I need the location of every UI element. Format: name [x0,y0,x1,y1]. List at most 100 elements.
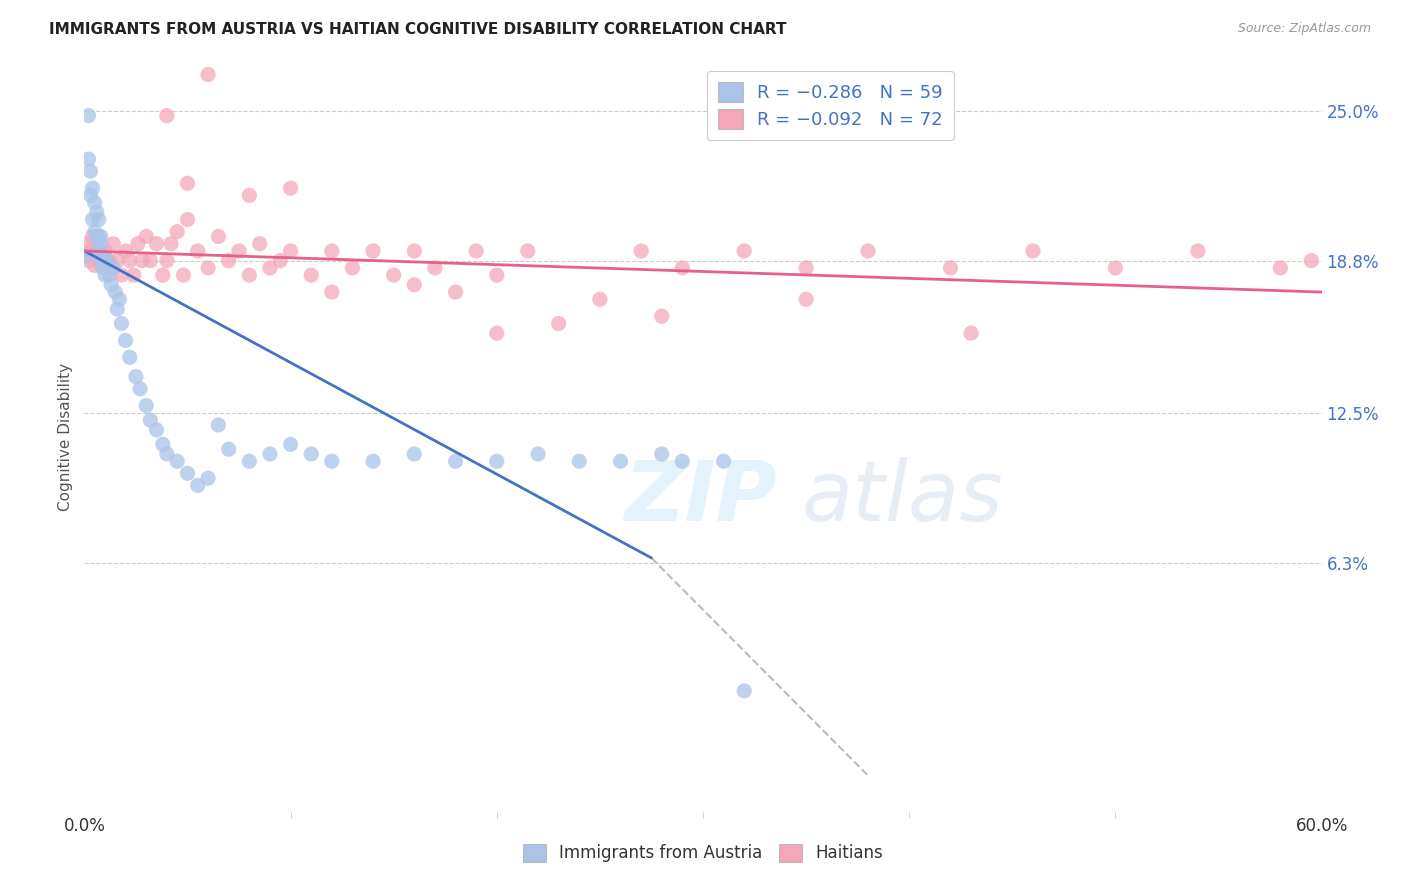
Point [713,454,735,468]
Point [321,285,343,299]
Point [197,260,219,275]
Point [444,285,467,299]
Point [609,454,631,468]
Point [110,317,132,331]
Point [671,260,693,275]
Point [207,417,229,432]
Point [105,301,128,316]
Point [187,244,209,258]
Text: Source: ZipAtlas.com: Source: ZipAtlas.com [1237,22,1371,36]
Point [733,244,755,258]
Point [485,326,508,340]
Point [96,253,118,268]
Point [238,188,260,202]
Point [733,684,755,698]
Point [83,259,105,273]
Point [156,109,179,123]
Point [82,229,104,244]
Point [145,236,167,251]
Point [79,188,101,202]
Text: ZIP: ZIP [624,457,778,538]
Point [176,176,198,190]
Point [176,212,198,227]
Point [114,244,136,258]
Point [86,229,108,244]
Point [87,229,110,244]
Point [197,471,219,485]
Point [187,478,209,492]
Point [139,413,162,427]
Point [94,253,117,268]
Point [1187,244,1209,258]
Point [342,260,364,275]
Point [86,244,108,258]
Text: IMMIGRANTS FROM AUSTRIA VS HAITIAN COGNITIVE DISABILITY CORRELATION CHART: IMMIGRANTS FROM AUSTRIA VS HAITIAN COGNI… [49,22,787,37]
Point [82,181,104,195]
Point [75,249,97,263]
Point [129,382,152,396]
Point [131,253,153,268]
Point [671,454,693,468]
Point [127,236,149,251]
Point [589,293,612,307]
Point [259,260,281,275]
Point [527,447,550,461]
Point [98,268,121,282]
Point [160,236,183,251]
Y-axis label: Cognitive Disability: Cognitive Disability [58,363,73,511]
Point [382,268,405,282]
Point [404,447,426,461]
Point [114,334,136,348]
Text: atlas: atlas [801,457,1004,538]
Point [423,260,446,275]
Point [83,195,105,210]
Point [269,253,291,268]
Point [103,260,125,275]
Point [79,164,101,178]
Legend: Immigrants from Austria, Haitians: Immigrants from Austria, Haitians [515,836,891,871]
Point [166,225,188,239]
Point [280,244,302,258]
Point [249,236,271,251]
Point [1022,244,1045,258]
Point [485,454,508,468]
Point [299,268,322,282]
Point [176,467,198,481]
Point [156,253,179,268]
Point [79,244,101,258]
Point [77,253,100,268]
Point [630,244,652,258]
Point [105,253,128,268]
Point [156,447,179,461]
Point [568,454,591,468]
Point [100,277,122,292]
Point [485,268,508,282]
Point [91,260,114,275]
Point [465,244,488,258]
Point [361,454,384,468]
Point [83,225,105,239]
Point [361,244,384,258]
Point [1301,253,1323,268]
Point [135,229,157,244]
Point [152,437,174,451]
Point [404,277,426,292]
Point [939,260,962,275]
Point [103,236,125,251]
Point [299,447,322,461]
Point [238,454,260,468]
Point [172,268,194,282]
Point [280,181,302,195]
Point [104,285,127,299]
Point [960,326,983,340]
Point [404,244,426,258]
Point [98,253,121,268]
Point [90,253,112,268]
Point [547,317,569,331]
Point [1270,260,1292,275]
Point [90,259,112,273]
Point [794,260,817,275]
Point [218,253,240,268]
Point [118,351,141,365]
Point [321,454,343,468]
